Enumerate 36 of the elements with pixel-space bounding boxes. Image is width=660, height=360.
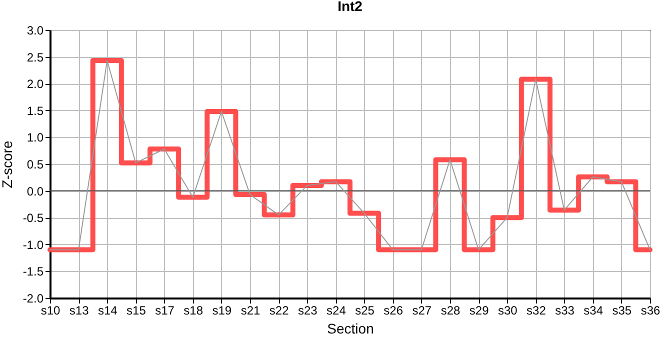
- x-tick-label: s33: [555, 304, 575, 318]
- x-tick-label: s29: [469, 304, 490, 318]
- y-tick-label: 0.0: [26, 184, 44, 198]
- x-axis-title: Section: [327, 320, 374, 336]
- x-tick-label: s10: [40, 304, 60, 318]
- x-tick-label: s14: [98, 304, 118, 318]
- y-tick-label: -1.0: [22, 238, 44, 252]
- x-tick-label: s15: [126, 304, 146, 318]
- y-tick-label: 2.5: [26, 50, 44, 64]
- chart-title: Int2: [338, 0, 363, 14]
- x-tick-label: s22: [269, 304, 290, 318]
- x-tick-label: s36: [640, 304, 660, 318]
- x-tick-label: s28: [440, 304, 460, 318]
- y-tick-label: 1.0: [26, 130, 44, 145]
- y-tick-label: 1.5: [26, 104, 44, 118]
- x-tick-label: s21: [240, 304, 260, 318]
- y-tick-label: -2.0: [22, 292, 44, 306]
- x-tick-label: s23: [298, 304, 318, 318]
- x-tick-label: s18: [184, 304, 204, 318]
- x-tick-label: s32: [526, 304, 546, 318]
- x-tick-label: s25: [355, 304, 375, 318]
- x-tick-label: s19: [212, 304, 232, 318]
- x-tick-label: s17: [155, 304, 175, 318]
- y-tick-label: -0.5: [22, 211, 44, 226]
- x-tick-label: s27: [412, 304, 432, 318]
- x-tick-label: s34: [584, 304, 604, 318]
- x-tick-label: s30: [498, 304, 518, 318]
- x-tick-label: s26: [384, 304, 404, 318]
- x-tick-label: s24: [326, 304, 346, 318]
- x-tick-label: s13: [69, 304, 90, 318]
- y-tick-label: -1.5: [22, 264, 44, 279]
- y-tick-label: 3.0: [26, 24, 44, 38]
- y-axis-title: Z-score: [0, 140, 15, 188]
- x-tick-label: s35: [612, 304, 632, 318]
- y-tick-label: 0.5: [26, 158, 44, 172]
- y-tick-label: 2.0: [26, 77, 44, 92]
